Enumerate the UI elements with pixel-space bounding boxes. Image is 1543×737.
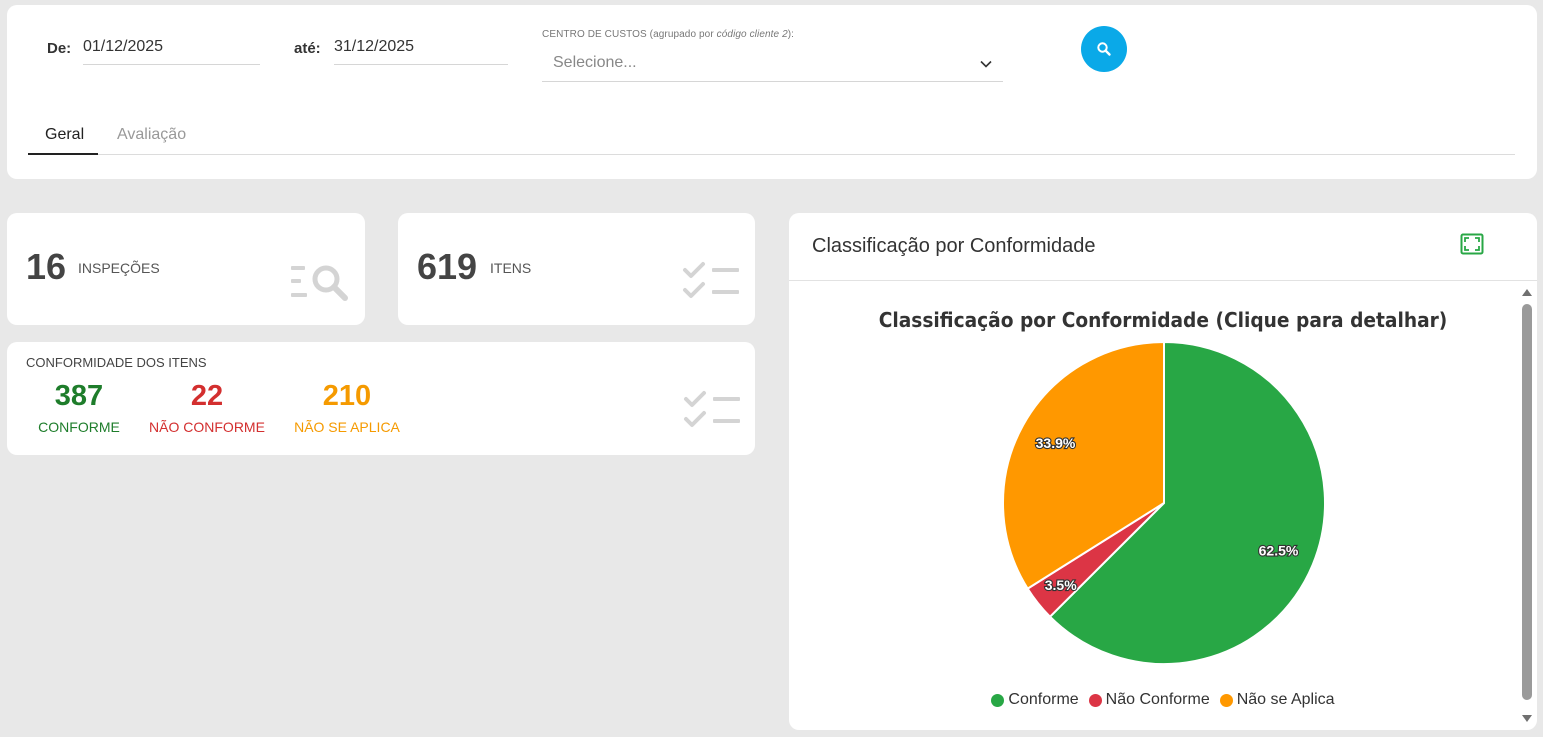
legend-item-nao-aplica[interactable]: Não se Aplica bbox=[1219, 691, 1335, 709]
date-from-input[interactable]: 01/12/2025 bbox=[83, 37, 260, 65]
inspections-count: 16 bbox=[26, 246, 67, 287]
items-card: 619 ITENS bbox=[398, 213, 755, 325]
search-icon bbox=[1097, 42, 1111, 56]
scroll-thumb[interactable] bbox=[1522, 304, 1532, 700]
pie-slice-nao-aplica[interactable] bbox=[1002, 340, 1165, 591]
pie-data-label: 3.5% bbox=[1045, 577, 1077, 593]
conforme-label: CONFORME bbox=[38, 419, 120, 435]
pie-chart-title: Classificação por Conformidade (Clique p… bbox=[878, 308, 1448, 332]
tab-bar: Geral Avaliação bbox=[28, 117, 1515, 155]
expand-icon[interactable] bbox=[1460, 233, 1484, 255]
cost-center-label: CENTRO DE CUSTOS (agrupado por código cl… bbox=[542, 29, 795, 40]
inspections-label: INSPEÇÕES bbox=[78, 260, 160, 276]
tab-avaliacao[interactable]: Avaliação bbox=[117, 126, 187, 143]
legend-item-nao-conforme[interactable]: Não Conforme bbox=[1088, 691, 1210, 709]
date-to-label: até: bbox=[294, 40, 321, 57]
filter-panel: De: 01/12/2025 até: 31/12/2025 CENTRO DE… bbox=[7, 5, 1537, 179]
conforme-count: 387 bbox=[54, 380, 104, 412]
chart-panel-title: Classificação por Conformidade bbox=[812, 235, 1096, 257]
conformity-card: CONFORMIDADE DOS ITENS 387 CONFORME 22 N… bbox=[7, 342, 755, 455]
pie-data-label: 62.5% bbox=[1259, 543, 1299, 559]
chevron-down-icon bbox=[980, 60, 992, 68]
nao-aplica-count: 210 bbox=[322, 380, 372, 412]
date-to-input[interactable]: 31/12/2025 bbox=[334, 37, 508, 65]
active-tab-indicator bbox=[28, 153, 98, 155]
list-search-icon bbox=[291, 265, 348, 301]
legend-label: Conforme bbox=[1008, 691, 1079, 708]
nao-conforme-label: NÃO CONFORME bbox=[149, 419, 265, 435]
pie-slice-conforme[interactable] bbox=[1048, 340, 1326, 665]
items-label: ITENS bbox=[490, 260, 532, 276]
date-from-label: De: bbox=[47, 40, 72, 57]
pie-chart[interactable]: 62.5% 3.5% 33.9% bbox=[789, 213, 1520, 730]
conformity-title: CONFORMIDADE DOS ITENS bbox=[26, 355, 207, 370]
legend-marker bbox=[1088, 693, 1102, 707]
legend-label: Não Conforme bbox=[1105, 691, 1210, 708]
nao-conforme-count: 22 bbox=[190, 380, 224, 412]
chart-panel-header: Classificação por Conformidade bbox=[789, 213, 1537, 281]
items-count: 619 bbox=[417, 246, 478, 287]
scrollbar[interactable] bbox=[1520, 281, 1537, 730]
scroll-down-icon[interactable] bbox=[1520, 713, 1534, 725]
chart-legend: Conforme Não Conforme Não se Aplica bbox=[789, 691, 1537, 709]
checklist-icon bbox=[684, 391, 740, 427]
search-button[interactable] bbox=[1081, 26, 1127, 72]
legend-marker bbox=[1219, 693, 1233, 707]
cost-center-placeholder: Selecione... bbox=[553, 54, 637, 71]
scroll-up-icon[interactable] bbox=[1520, 286, 1534, 298]
inspections-card: 16 INSPEÇÕES bbox=[7, 213, 365, 325]
cost-center-select[interactable]: Selecione... bbox=[542, 49, 1003, 82]
chart-panel: Classificação por Conformidade Classific… bbox=[789, 213, 1537, 730]
tab-geral[interactable]: Geral bbox=[45, 126, 85, 143]
checklist-icon bbox=[683, 262, 739, 298]
legend-label: Não se Aplica bbox=[1236, 691, 1335, 708]
legend-item-conforme[interactable]: Conforme bbox=[991, 691, 1079, 709]
legend-marker bbox=[991, 693, 1005, 707]
pie-data-label: 33.9% bbox=[1036, 435, 1076, 451]
nao-aplica-label: NÃO SE APLICA bbox=[294, 419, 400, 435]
